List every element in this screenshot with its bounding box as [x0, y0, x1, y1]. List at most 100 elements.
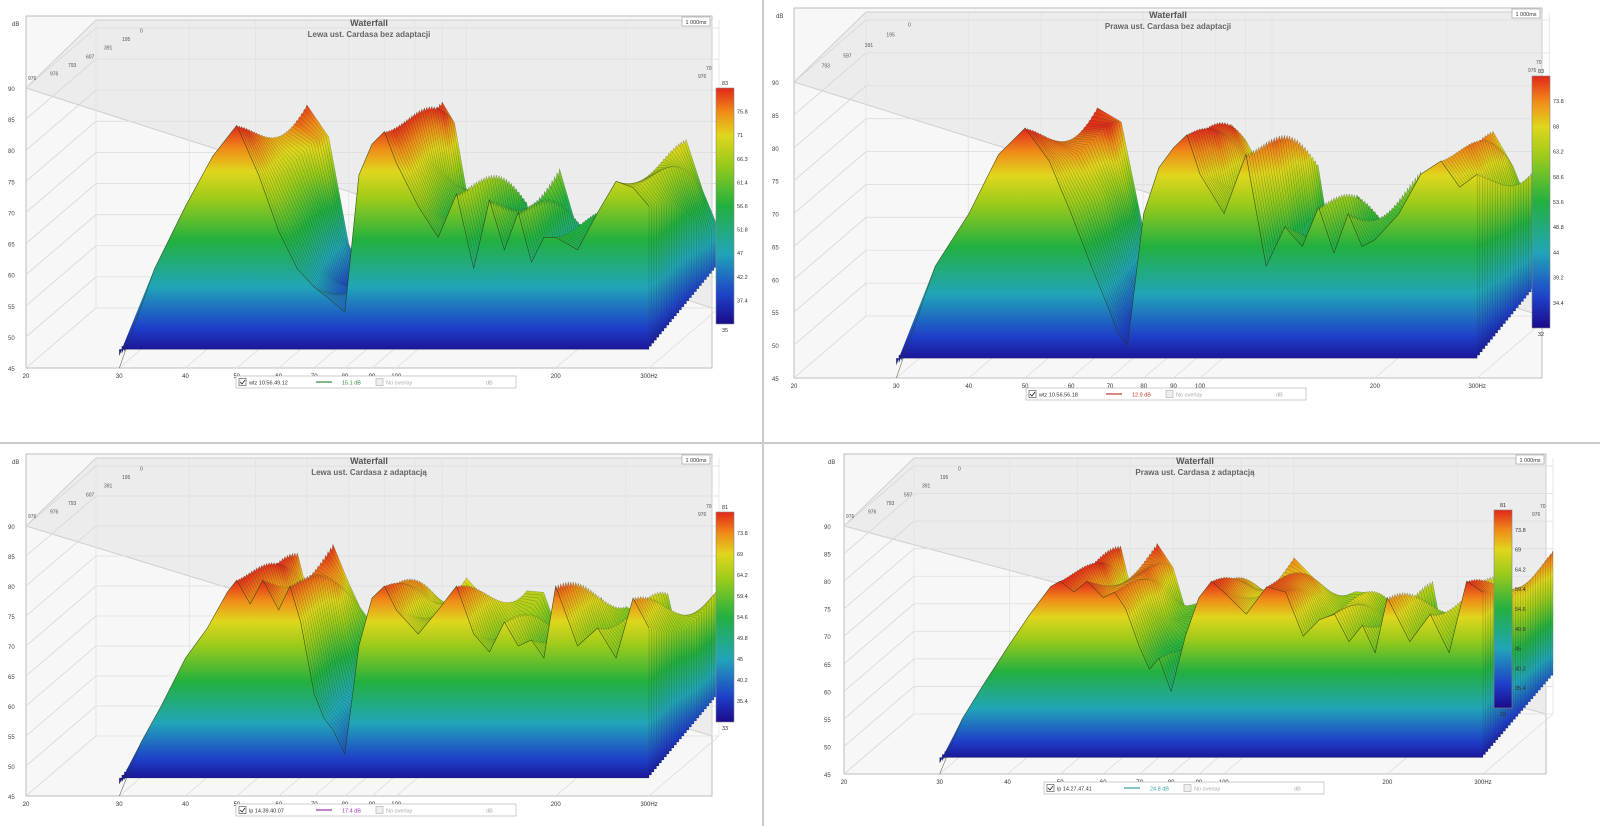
colorbar-bottom-label: 32 — [1538, 332, 1544, 338]
colorbar-tick-label: 40.2 — [737, 678, 748, 684]
depth-tick-label: 391 — [922, 484, 931, 490]
x-tick-label: 200 — [551, 802, 562, 808]
chart-subtitle: Prawa ust. Cardasa z adaptacją — [1135, 468, 1255, 477]
legend: wtz 10.56.49.12 15.1 dB No overlay dB — [235, 375, 517, 389]
colorbar-tick-label: 45 — [737, 657, 743, 663]
y-tick-label: 85 — [8, 118, 15, 124]
y-tick-label: 85 — [824, 553, 831, 559]
panel-separator-horizontal — [0, 442, 1600, 444]
grid-line — [25, 183, 97, 244]
x-tick-label: 100 — [1195, 384, 1206, 390]
grid-line — [793, 85, 867, 149]
colorbar-tick-label: 73.8 — [1553, 99, 1564, 105]
y-tick-label: 75 — [8, 180, 15, 186]
colorbar-tick-label: 47 — [737, 251, 743, 257]
chart-title: Waterfall — [1149, 10, 1187, 20]
depth-tick-label: 607 — [86, 54, 95, 60]
depth-tick-label: 976 — [1528, 68, 1537, 74]
x-tick-label: 40 — [1004, 780, 1011, 786]
colorbar-tick-label: 61.4 — [737, 180, 748, 186]
legend-overlay: No overlay — [1194, 787, 1221, 793]
depth-tick-label: 195 — [886, 33, 895, 39]
colorbar-tick-label: 34.4 — [1553, 301, 1564, 307]
colorbar-tick-label: 58.6 — [1553, 175, 1564, 181]
depth-tick-label: 391 — [104, 46, 113, 52]
grid-line — [25, 465, 97, 527]
legend-value: 12.9 dB — [1132, 393, 1151, 399]
front-response-line — [119, 579, 650, 797]
x-tick-label: 200 — [1382, 780, 1393, 786]
time-label: 1 000ms — [685, 20, 706, 26]
y-tick-label: 45 — [8, 795, 15, 801]
y-tick-label: 70 — [824, 635, 831, 641]
legend-overlay: No overlay — [386, 809, 413, 815]
colorbar-top-label: 81 — [722, 505, 728, 511]
grid-line — [648, 735, 720, 797]
colorbar-top-label: 81 — [1500, 503, 1506, 509]
x-tick-label: 30 — [116, 802, 123, 808]
y-tick-label: 75 — [772, 180, 779, 186]
y-axis-label: dB — [12, 22, 19, 28]
x-tick-label: 30 — [936, 780, 943, 786]
x-tick-label: 20 — [23, 374, 30, 380]
chart-title: Waterfall — [350, 456, 388, 466]
grid-line — [25, 245, 97, 307]
y-tick-label: 70 — [8, 645, 15, 651]
y-tick-label: 90 — [8, 525, 15, 531]
y-tick-label: 70 — [772, 213, 779, 219]
colorbar-tick-label: 75.8 — [737, 110, 748, 116]
colorbar-tick-label: 66.3 — [737, 157, 748, 163]
grid-line — [25, 307, 97, 369]
depth-tick-label: 793 — [822, 64, 831, 70]
waterfall-panel-bottom-left: 45505560657075808590dB203040506070809010… — [0, 444, 762, 826]
grid-line — [843, 631, 915, 692]
depth-tick-label: 597 — [904, 492, 913, 498]
legend-checkbox — [1046, 784, 1055, 792]
depth-tick-label: 0 — [140, 467, 143, 473]
depth-tick-label: 793 — [886, 501, 895, 507]
x-tick-label: 20 — [23, 802, 30, 808]
checkmark-icon — [1047, 785, 1054, 791]
grid-line — [25, 705, 97, 767]
colorbar-tick-label: 37.4 — [737, 298, 748, 304]
x-tick-label: 200 — [1370, 384, 1381, 390]
time-label-box — [1511, 8, 1541, 19]
y-axis-label: dB — [828, 460, 835, 466]
time-label-box — [681, 16, 711, 27]
colorbar-tick-label: 42.2 — [737, 275, 748, 281]
y-tick-label: 80 — [824, 580, 831, 586]
grid-line — [25, 89, 97, 151]
colorbar-bottom-label: 33 — [1500, 712, 1506, 718]
y-tick-label: 50 — [8, 336, 15, 342]
x-tick-label: 60 — [1068, 384, 1075, 390]
waterfall-panel-top-right: 45 50 55 60 65 70 75 80 85 90 dB 20 30 40 50 60 70 80 90 10… — [764, 0, 1600, 442]
waterfall-chart-lewa-bez-adaptacji: 45505560657075808590dB203040506070809010… — [8, 15, 748, 389]
y-tick-label: 55 — [772, 311, 779, 317]
grid-line — [25, 495, 97, 557]
depth-tick-label: 597 — [843, 53, 852, 59]
y-tick-label: 60 — [824, 690, 831, 696]
depth-tick-label: 195 — [122, 37, 131, 43]
grid-line — [843, 493, 915, 554]
grid-line — [25, 615, 97, 677]
colorbar-tick-label: 68 — [1553, 124, 1559, 130]
legend-series-name: wtz 10.56.56.18 — [1038, 393, 1078, 399]
y-tick-label: 65 — [8, 675, 15, 681]
legend-series-name: lp 14.27.47.41 — [1057, 787, 1092, 793]
y-tick-label: 75 — [824, 608, 831, 614]
depth-tick-label: 976 — [698, 74, 707, 80]
depth-tick-label: 0 — [140, 29, 143, 35]
y-tick-label: 65 — [772, 245, 779, 251]
colorbar-tick-label: 64.2 — [1515, 567, 1526, 573]
depth-tick-label: 976 — [28, 514, 37, 520]
time-label: 1 000ms — [1519, 458, 1540, 464]
y-tick-label: 85 — [8, 555, 15, 561]
legend-overlay: No overlay — [1176, 393, 1203, 399]
grid-line — [793, 184, 867, 247]
colorbar-tick-label: 69 — [737, 552, 743, 558]
colorbar-bottom-label: 33 — [722, 726, 728, 732]
legend-unit: dB — [1276, 393, 1283, 399]
y-tick-label: 90 — [8, 87, 15, 93]
grid-line — [793, 249, 867, 313]
grid-line — [25, 735, 97, 797]
